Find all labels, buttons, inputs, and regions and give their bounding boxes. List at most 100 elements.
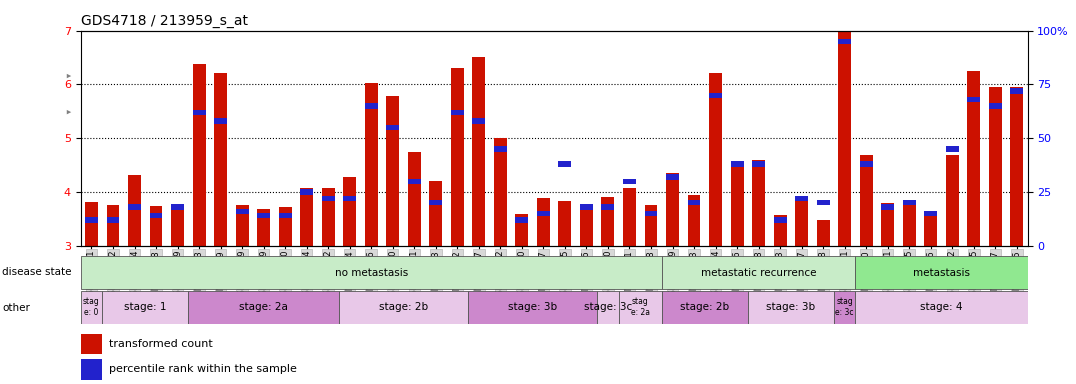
Bar	[472, 118, 485, 124]
Bar	[558, 161, 571, 167]
Bar	[623, 179, 636, 184]
Bar	[279, 213, 292, 218]
Bar	[537, 211, 550, 216]
Text: GDS4718 / 213959_s_at: GDS4718 / 213959_s_at	[81, 14, 247, 28]
Bar	[300, 188, 313, 246]
Bar	[468, 291, 597, 324]
Text: disease state: disease state	[2, 267, 72, 277]
Bar	[774, 217, 787, 223]
Bar	[365, 83, 378, 246]
Text: stag
e: 0: stag e: 0	[83, 298, 100, 317]
Bar	[81, 359, 101, 380]
Bar	[623, 188, 636, 246]
Text: stage: 3b: stage: 3b	[508, 302, 557, 312]
Bar	[257, 209, 270, 246]
Bar	[322, 196, 335, 201]
Bar	[386, 125, 399, 130]
Text: stage: 3b: stage: 3b	[766, 302, 816, 312]
Bar	[236, 209, 249, 214]
Bar	[619, 291, 662, 324]
Bar	[838, 31, 851, 246]
Text: stag
e: 2a: stag e: 2a	[631, 298, 650, 317]
Bar	[81, 291, 102, 324]
Bar	[731, 167, 744, 246]
Bar	[1010, 88, 1023, 94]
Bar	[322, 188, 335, 246]
Text: stag
e: 3c: stag e: 3c	[835, 298, 854, 317]
Text: percentile rank within the sample: percentile rank within the sample	[109, 364, 297, 374]
Bar	[834, 291, 855, 324]
Bar	[838, 39, 851, 44]
Bar	[580, 204, 593, 210]
Bar	[193, 64, 206, 246]
Bar	[946, 156, 959, 246]
Bar	[662, 256, 855, 289]
Bar	[924, 211, 937, 216]
Bar	[171, 204, 184, 210]
Bar	[601, 197, 614, 246]
Bar	[408, 152, 421, 246]
Text: stage: 1: stage: 1	[124, 302, 167, 312]
Bar	[150, 206, 162, 246]
Bar	[731, 161, 744, 167]
Bar	[214, 73, 227, 246]
Bar	[645, 211, 657, 216]
Bar	[339, 291, 468, 324]
Bar	[1010, 87, 1023, 246]
Text: no metastasis: no metastasis	[335, 268, 408, 278]
Bar	[903, 205, 916, 246]
Bar	[855, 291, 1028, 324]
Bar	[580, 205, 593, 246]
Bar	[597, 291, 619, 324]
Bar	[967, 97, 980, 102]
Bar	[386, 96, 399, 246]
Bar	[558, 201, 571, 246]
Bar	[817, 200, 830, 205]
Bar	[85, 217, 98, 223]
Bar	[967, 71, 980, 246]
Bar	[150, 213, 162, 218]
Bar	[688, 200, 700, 205]
Bar	[645, 205, 657, 246]
Bar	[429, 200, 442, 205]
Bar	[752, 160, 765, 246]
Bar	[537, 199, 550, 246]
Bar	[860, 156, 873, 246]
Bar	[515, 217, 528, 223]
Bar	[343, 196, 356, 201]
Bar	[408, 179, 421, 184]
Bar	[85, 202, 98, 246]
Bar	[748, 291, 834, 324]
Bar	[451, 68, 464, 246]
Bar	[666, 173, 679, 246]
Bar	[102, 291, 188, 324]
Text: stage: 3c: stage: 3c	[584, 302, 632, 312]
Bar	[662, 291, 748, 324]
Bar	[451, 110, 464, 115]
Bar	[81, 334, 101, 354]
Bar	[107, 205, 119, 246]
Bar	[903, 200, 916, 205]
Bar	[709, 93, 722, 98]
Bar	[924, 215, 937, 246]
Text: metastatic recurrence: metastatic recurrence	[700, 268, 817, 278]
Bar	[795, 196, 808, 246]
Bar	[494, 146, 507, 152]
Bar	[817, 220, 830, 246]
Bar	[343, 177, 356, 246]
Bar	[193, 110, 206, 115]
Bar	[688, 195, 700, 246]
Bar	[107, 217, 119, 223]
Bar	[128, 204, 141, 210]
Bar	[429, 181, 442, 246]
Bar	[188, 291, 339, 324]
Bar	[666, 174, 679, 180]
Text: metastasis: metastasis	[914, 268, 969, 278]
Bar	[515, 214, 528, 246]
Text: stage: 2b: stage: 2b	[379, 302, 428, 312]
Text: transformed count: transformed count	[109, 339, 213, 349]
Bar	[171, 206, 184, 246]
Bar	[795, 196, 808, 201]
Bar	[881, 203, 894, 246]
Bar	[774, 215, 787, 246]
